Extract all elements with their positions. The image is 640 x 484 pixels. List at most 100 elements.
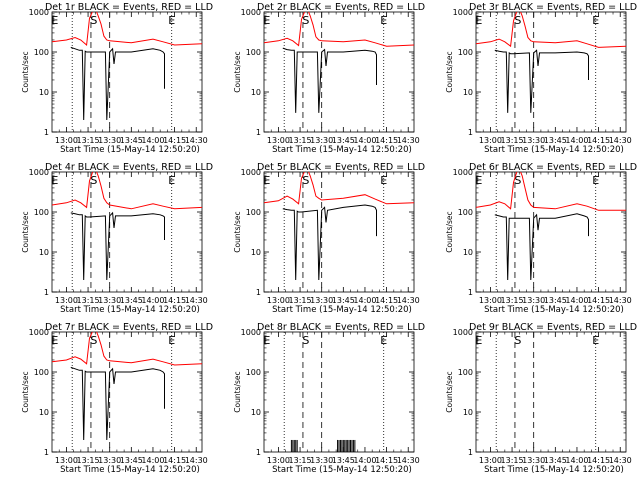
panel-title: Det 2r BLACK = Events, RED = LLD bbox=[257, 2, 425, 13]
panel-data bbox=[264, 172, 414, 281]
x-tick-label: 13:00 bbox=[55, 136, 78, 145]
x-tick-label: 13:15 bbox=[77, 296, 100, 305]
y-axis-label: Counts/sec bbox=[21, 51, 30, 92]
x-tick-label: 13:00 bbox=[55, 456, 78, 465]
series-line-events bbox=[494, 49, 589, 113]
x-tick-label: 14:00 bbox=[353, 456, 376, 465]
y-tick-label: 10 bbox=[39, 408, 49, 417]
y-tick-label: 100 bbox=[34, 48, 49, 57]
y-tick-label: 1 bbox=[468, 448, 473, 457]
y-tick-label: 1000 bbox=[453, 8, 473, 17]
panel-title: Det 1r BLACK = Events, RED = LLD bbox=[45, 2, 213, 13]
y-tick-label: 1 bbox=[468, 288, 473, 297]
x-tick-label: 13:30 bbox=[98, 136, 121, 145]
chart-panel-9: Det 9r BLACK = Events, RED = LLD 1 10 100 10… bbox=[445, 322, 637, 475]
x-tick-label: 13:15 bbox=[501, 456, 524, 465]
x-tick-label: 13:15 bbox=[289, 456, 312, 465]
series-line-events bbox=[70, 366, 165, 441]
flag-e-label: E bbox=[263, 334, 270, 347]
y-tick-label: 10 bbox=[463, 248, 473, 257]
x-tick-label: 14:15 bbox=[163, 136, 186, 145]
x-axis-label: Start Time (15-May-14 12:50:20) bbox=[272, 465, 412, 475]
panel-title: Det 3r BLACK = Events, RED = LLD bbox=[469, 2, 637, 13]
y-tick-label: 1 bbox=[256, 128, 261, 137]
x-tick-label: 13:15 bbox=[289, 136, 312, 145]
y-tick-label: 100 bbox=[246, 208, 261, 217]
x-tick-label: 14:30 bbox=[185, 456, 208, 465]
plot-frame bbox=[475, 11, 627, 133]
x-tick-label: 14:30 bbox=[185, 136, 208, 145]
plot-frame bbox=[263, 331, 415, 453]
x-tick-label: 13:30 bbox=[98, 456, 121, 465]
x-axis-label: Start Time (15-May-14 12:50:20) bbox=[60, 305, 200, 315]
flag-s-label: S bbox=[90, 14, 97, 27]
flag-s-label: S bbox=[514, 334, 521, 347]
x-tick-label: 13:45 bbox=[120, 456, 143, 465]
x-tick-label: 13:00 bbox=[479, 456, 502, 465]
x-tick-label: 13:00 bbox=[479, 136, 502, 145]
x-tick-label: 14:30 bbox=[397, 456, 420, 465]
flag-e-label: E bbox=[592, 174, 599, 187]
y-axis-label: Counts/sec bbox=[233, 211, 242, 252]
x-tick-label: 14:00 bbox=[141, 456, 164, 465]
x-axis-label: Start Time (15-May-14 12:50:20) bbox=[60, 145, 200, 155]
panel-data bbox=[52, 332, 202, 441]
flag-e-label: E bbox=[168, 14, 175, 27]
x-tick-label: 14:15 bbox=[163, 456, 186, 465]
y-tick-label: 100 bbox=[246, 368, 261, 377]
panel-title: Det 5r BLACK = Events, RED = LLD bbox=[257, 162, 425, 173]
y-tick-label: 1 bbox=[256, 448, 261, 457]
x-tick-label: 13:45 bbox=[332, 456, 355, 465]
flag-s-label: S bbox=[302, 174, 309, 187]
x-tick-label: 14:00 bbox=[353, 136, 376, 145]
x-tick-label: 13:45 bbox=[332, 296, 355, 305]
y-tick-label: 1000 bbox=[453, 168, 473, 177]
flag-e-label: E bbox=[263, 174, 270, 187]
x-axis-label: Start Time (15-May-14 12:50:20) bbox=[484, 305, 624, 315]
x-tick-label: 13:15 bbox=[289, 296, 312, 305]
flag-e-label: E bbox=[380, 334, 387, 347]
y-axis-label: Counts/sec bbox=[233, 371, 242, 412]
flag-s-label: S bbox=[90, 174, 97, 187]
x-tick-label: 13:45 bbox=[120, 296, 143, 305]
x-tick-label: 13:00 bbox=[267, 296, 290, 305]
chart-panel-4: Det 4r BLACK = Events, RED = LLD 1 10 100 10… bbox=[21, 162, 213, 315]
series-line-lld bbox=[476, 172, 626, 211]
panel-title: Det 4r BLACK = Events, RED = LLD bbox=[45, 162, 213, 173]
chart-panel-2: Det 2r BLACK = Events, RED = LLD 1 10 100 10… bbox=[233, 2, 425, 155]
y-axis-label: Counts/sec bbox=[21, 211, 30, 252]
x-tick-label: 13:15 bbox=[77, 456, 100, 465]
x-tick-label: 13:45 bbox=[544, 296, 567, 305]
y-tick-label: 10 bbox=[251, 408, 261, 417]
flag-e-label: E bbox=[168, 174, 175, 187]
series-line-lld bbox=[476, 12, 626, 48]
panel-title: Det 8r BLACK = Events, RED = LLD bbox=[257, 322, 425, 333]
x-tick-label: 14:30 bbox=[609, 296, 632, 305]
series-line-lld bbox=[52, 332, 202, 366]
x-tick-label: 13:15 bbox=[77, 136, 100, 145]
y-tick-label: 1 bbox=[44, 288, 49, 297]
x-tick-label: 14:00 bbox=[565, 296, 588, 305]
x-tick-label: 13:30 bbox=[98, 296, 121, 305]
x-tick-label: 14:30 bbox=[185, 296, 208, 305]
x-tick-label: 14:30 bbox=[397, 136, 420, 145]
y-tick-label: 100 bbox=[246, 48, 261, 57]
series-line-lld bbox=[52, 12, 202, 47]
y-tick-label: 1 bbox=[44, 448, 49, 457]
x-tick-label: 13:15 bbox=[501, 296, 524, 305]
x-axis-label: Start Time (15-May-14 12:50:20) bbox=[272, 145, 412, 155]
chart-panel-7: Det 7r BLACK = Events, RED = LLD 1 10 100 10… bbox=[21, 322, 213, 475]
x-axis-label: Start Time (15-May-14 12:50:20) bbox=[484, 145, 624, 155]
y-tick-label: 1 bbox=[44, 128, 49, 137]
y-tick-label: 1000 bbox=[29, 168, 49, 177]
flag-s-label: S bbox=[302, 14, 309, 27]
chart-panel-1: Det 1r BLACK = Events, RED = LLD 1 10 100 10… bbox=[21, 2, 213, 155]
y-tick-label: 10 bbox=[463, 88, 473, 97]
plot-frame bbox=[475, 171, 627, 293]
x-tick-label: 14:15 bbox=[163, 296, 186, 305]
x-tick-label: 13:00 bbox=[479, 296, 502, 305]
y-tick-label: 10 bbox=[463, 408, 473, 417]
x-tick-label: 14:15 bbox=[375, 456, 398, 465]
